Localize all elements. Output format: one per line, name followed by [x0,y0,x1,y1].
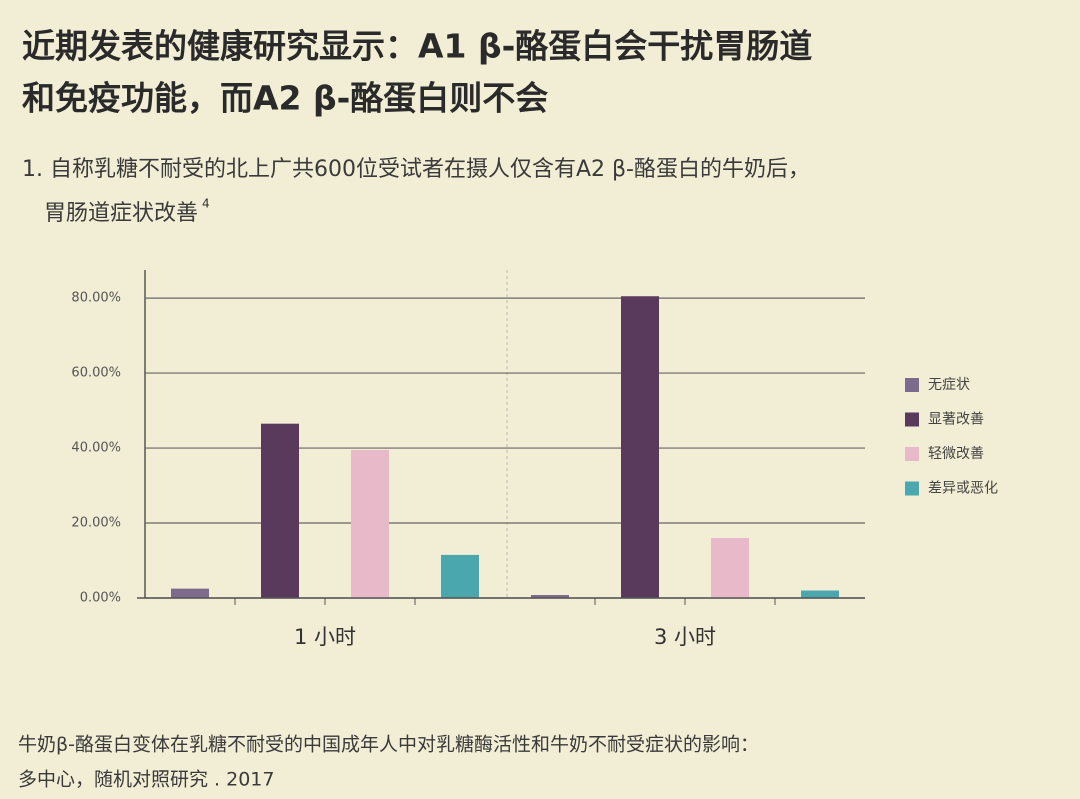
bar [351,449,389,598]
bar [801,590,839,598]
legend-label: 差异或恶化 [928,481,998,497]
legend-swatch [905,378,919,392]
y-tick-label: 40.00% [71,441,121,456]
legend-swatch [905,412,919,427]
bar [261,423,299,598]
y-tick-label: 80.00% [71,291,121,306]
title-line: 近期发表的健康研究显示：A1 β-酪蛋白会干扰胃肠道 [22,27,812,66]
bar [171,588,209,598]
x-tick-label: 1 小时 [294,625,356,649]
subtitle-line: 1. 自称乳糖不耐受的北上广共600位受试者在摄人仅含有A2 β-酪蛋白的牛奶后… [22,157,810,182]
source-line: 牛奶β-酪蛋白变体在乳糖不耐受的中国成年人中对乳糖酶活性和牛奶不耐受症状的影响： [18,734,759,756]
title-line: 和免疫功能，而A2 β-酪蛋白则不会 [22,79,548,118]
x-tick-label: 3 小时 [654,625,716,649]
bar [531,595,569,598]
legend-label: 显著改善 [928,412,984,428]
bar [621,296,659,598]
source-line: 多中心，随机对照研究 . 2017 [18,769,274,791]
footnote-ref: 4 [202,197,210,211]
subtitle-line: 胃肠道症状改善 [44,201,198,226]
legend-label: 轻微改善 [928,446,984,462]
legend-label: 无症状 [928,377,970,393]
y-tick-label: 20.00% [71,516,121,531]
y-tick-label: 60.00% [71,366,121,381]
legend-swatch [905,447,919,461]
legend-swatch [905,481,919,496]
bar [711,538,749,598]
bar [441,554,479,598]
y-tick-label: 0.00% [80,591,121,606]
